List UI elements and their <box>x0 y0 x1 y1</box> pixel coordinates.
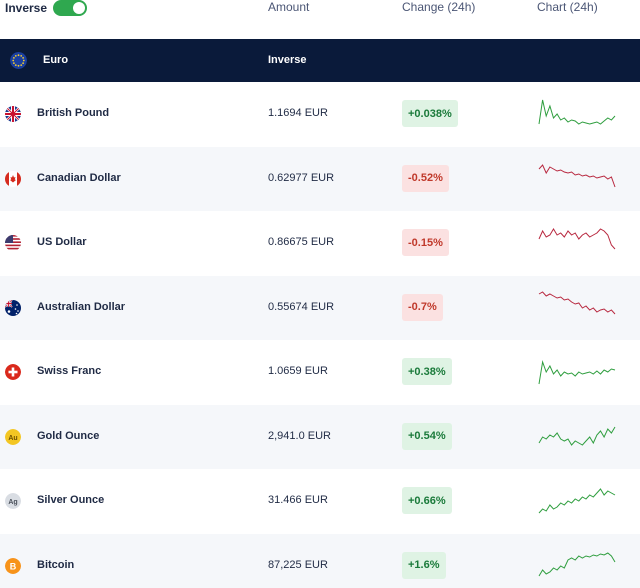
table-header: Inverse Amount Change (24h) Chart (24h) <box>0 0 640 39</box>
toggle-knob <box>73 2 86 14</box>
column-header-chart: Chart (24h) <box>537 0 598 14</box>
currency-name: Silver Ounce <box>37 494 105 506</box>
currency-name: Canadian Dollar <box>37 171 121 184</box>
currency-row-us-dollar[interactable]: US Dollar 0.86675 EUR -0.15% <box>0 211 640 275</box>
sparkline-line <box>538 99 616 125</box>
currency-amount: 0.55674 EUR <box>268 300 335 313</box>
currency-row-bitcoin[interactable]: B Bitcoin 87,225 EUR +1.6% <box>0 533 640 588</box>
swiss-flag-icon <box>5 364 21 380</box>
currency-amount: 0.62977 EUR <box>268 171 335 184</box>
sparkline-line <box>538 551 616 576</box>
currency-amount: 87,225 EUR <box>268 558 328 571</box>
eu-flag-icon <box>10 52 27 69</box>
sparkline-line <box>538 488 616 514</box>
currency-name: British Pound <box>37 107 110 119</box>
gold-coin-icon: Au <box>5 428 21 445</box>
change-badge: -0.15% <box>402 229 449 256</box>
sparkline-chart[interactable] <box>538 546 616 586</box>
base-currency-name: Euro <box>43 54 69 66</box>
change-badge: +0.54% <box>402 422 452 450</box>
sparkline-line <box>538 163 616 187</box>
currency-row-british-pound[interactable]: British Pound 1.1694 EUR +0.038% <box>0 82 640 146</box>
column-header-change[interactable]: Change (24h) <box>402 0 476 14</box>
australia-flag-icon <box>5 299 21 316</box>
inverse-toggle[interactable] <box>53 0 88 16</box>
sparkline-chart[interactable] <box>538 352 616 392</box>
change-badge: +0.66% <box>402 487 452 514</box>
svg-text:Au: Au <box>8 435 17 442</box>
sparkline-line <box>538 360 616 385</box>
currency-amount: 0.86675 EUR <box>268 236 335 248</box>
bitcoin-icon: B <box>5 557 21 574</box>
sparkline-chart[interactable] <box>538 417 616 457</box>
currency-name: Australian Dollar <box>37 300 126 313</box>
silver-coin-icon: Ag <box>5 493 21 509</box>
change-badge: -0.52% <box>402 164 449 192</box>
uk-flag-icon <box>5 106 21 122</box>
sparkline-chart[interactable] <box>538 288 616 328</box>
currency-row-canadian-dollar[interactable]: Canadian Dollar 0.62977 EUR -0.52% <box>0 146 640 211</box>
sparkline-chart[interactable] <box>538 159 616 199</box>
change-badge: +0.38% <box>402 358 452 385</box>
currency-name: US Dollar <box>37 236 87 248</box>
change-badge: +1.6% <box>402 551 446 579</box>
sparkline-line <box>538 290 616 314</box>
base-inverse-label: Inverse <box>268 54 307 66</box>
currency-name: Bitcoin <box>37 558 75 571</box>
svg-text:B: B <box>10 561 17 571</box>
change-badge: -0.7% <box>402 293 443 321</box>
sparkline-line <box>538 426 616 446</box>
currency-amount: 2,941.0 EUR <box>268 429 331 442</box>
base-currency-row[interactable]: Euro Inverse <box>0 39 640 82</box>
currency-row-swiss-franc[interactable]: Swiss Franc 1.0659 EUR +0.38% <box>0 340 640 404</box>
sparkline-chart[interactable] <box>538 223 616 263</box>
currency-name: Swiss Franc <box>37 365 102 377</box>
currency-row-australian-dollar[interactable]: Australian Dollar 0.55674 EUR -0.7% <box>0 275 640 340</box>
sparkline-line <box>538 228 616 250</box>
currency-row-gold-ounce[interactable]: Au Gold Ounce 2,941.0 EUR +0.54% <box>0 404 640 469</box>
change-badge: +0.038% <box>402 100 458 127</box>
svg-text:Ag: Ag <box>8 499 17 506</box>
currency-amount: 31.466 EUR <box>268 494 328 506</box>
sparkline-chart[interactable] <box>538 481 616 521</box>
canada-flag-icon <box>5 170 21 187</box>
currency-amount: 1.1694 EUR <box>268 107 328 119</box>
currency-amount: 1.0659 EUR <box>268 365 328 377</box>
column-header-amount[interactable]: Amount <box>268 0 310 14</box>
inverse-toggle-group[interactable]: Inverse <box>5 0 88 16</box>
sparkline-chart[interactable] <box>538 94 616 134</box>
currency-name: Gold Ounce <box>37 429 100 442</box>
inverse-toggle-label: Inverse <box>5 1 48 15</box>
us-flag-icon <box>5 235 21 251</box>
currency-row-silver-ounce[interactable]: Ag Silver Ounce 31.466 EUR +0.66% <box>0 469 640 533</box>
